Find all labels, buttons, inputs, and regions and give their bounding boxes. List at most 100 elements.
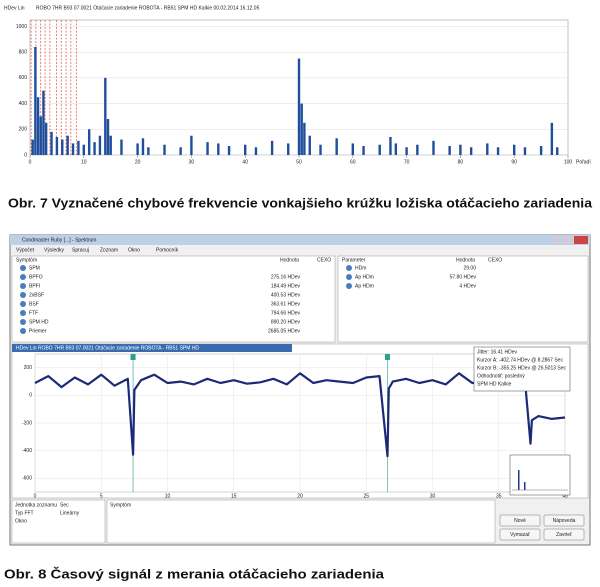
spectrum-bar [71,143,75,155]
menu-item[interactable]: Zoznam [100,247,118,253]
row-value: 57.80 HDev [450,274,477,280]
spectrum-bar [432,140,435,155]
row-icon [20,274,26,280]
setting-label: Jednotka zoznamu [15,502,57,508]
spectrum-bar [93,142,96,155]
spectrum-bar [163,144,166,155]
spectrum-bar [308,135,311,155]
row-label[interactable]: BPFI [29,283,40,289]
x-tick-label: 20 [135,159,141,165]
menu-item[interactable]: Okno [128,247,140,253]
spectrum-bar [190,135,193,155]
row-icon [20,310,26,316]
x-tick-label: 50 [296,159,302,165]
cursor-handle[interactable] [130,354,136,360]
spectrum-bar [416,144,419,155]
y-tick-label: 0 [24,152,27,158]
row-label[interactable]: Priemer [29,328,47,334]
spectrum-bar [55,137,59,155]
info-line: Jitter: 16.41 HDev [477,349,518,355]
x-unit: Pořadí [576,159,591,165]
spectrum-bar [87,129,91,155]
button[interactable] [543,514,585,527]
spectrum-bar [556,147,559,155]
x-tick-label: 100 [564,159,573,165]
right-panel [337,255,589,343]
row-icon [346,274,352,280]
spectrum-bar [287,143,290,155]
spectrum-bar [300,103,303,155]
row-value: 400.53 HDev [271,292,301,298]
button-label[interactable]: Nápoveda [553,518,576,524]
menu-item[interactable]: Výpočet [16,247,35,253]
spectrum-bar [539,146,543,155]
row-label[interactable]: BSF [29,301,39,307]
row-label[interactable]: Ap HDm [355,274,374,280]
button-label[interactable]: Vymazať [510,532,530,538]
window-title: Condmaster Ruby [...] - Spektrum [22,237,96,243]
setting-label: Typ FFT [15,510,34,516]
signal-header-bar [12,344,292,352]
row-label[interactable]: HDm [355,265,366,271]
x-tick-label: 10 [81,159,87,165]
spectrum-bar [179,147,182,155]
min-button[interactable] [552,236,562,244]
symptom-label: Symptóm [110,502,131,508]
button[interactable] [543,528,585,541]
title-bar [10,235,590,245]
x-tick-label: 25 [363,493,369,499]
max-button[interactable] [563,236,573,244]
y-tick-label: 400 [19,101,28,107]
row-value: 4 HDev [459,283,476,289]
button-label[interactable]: Zavrieť [556,532,572,538]
button-label[interactable]: Nové [514,518,526,524]
x-tick-label: 0 [29,159,32,165]
caption: Obr. 8 Časový signál z merania otáčacieh… [4,566,385,581]
info-lines: Jitter: 16.41 HDev Kurzor A: -402.74 HDev… [477,349,567,387]
column-header: Parameter [342,257,366,263]
x-tick-label: 35 [496,493,502,499]
left-panel [11,255,336,343]
x-tick-label: 0 [34,493,37,499]
cursor-handle[interactable] [384,354,390,360]
column-header: Hodnota [280,257,299,263]
spectrum-bar [104,77,107,155]
row-icon [20,319,26,325]
x-tick-label: 60 [350,159,356,165]
spectrum-bar [217,143,220,155]
spectrum-bar [303,122,306,155]
row-label[interactable]: 2xBSF [29,292,44,298]
spectrum-bar [486,143,489,155]
spectrum-bar [34,47,37,155]
info-line: Kurzor B: -355.25 HDev @ 26.5013 Sec [477,365,567,371]
spectrum-bar [448,146,451,155]
spectrum-bar [98,135,102,155]
menu-item[interactable]: Pomocník [156,247,179,253]
spectrum-bar [106,119,110,155]
info-line: Odhodnotiť: posledný [477,373,525,379]
row-label[interactable]: FTF [29,310,38,316]
spectrum-bar [42,90,45,155]
menu-bar: Výpočet Výsledky Spracuj Zoznam Okno Pomocník [16,247,179,253]
column-header: Hodnota [456,257,475,263]
menu-item[interactable]: Výsledky [44,247,65,253]
figure1-header: ROBO 7HR B93 07.0021 Otáčacie zariadenie… [36,5,260,11]
row-label[interactable]: SPM HD [29,319,49,325]
row-value: 184.49 HDev [271,283,301,289]
spectrum-bar [36,97,40,155]
y-tick-label: -200 [22,420,32,426]
x-tick-label: 10 [165,493,171,499]
x-tick-label: 70 [404,159,410,165]
spectrum-bar [254,147,258,155]
row-label[interactable]: BPFO [29,274,43,280]
x-tick-label: 20 [297,493,303,499]
row-label[interactable]: SPM [29,265,40,271]
row-label[interactable]: Ap HDm [355,283,374,289]
button[interactable] [499,514,541,527]
close-button[interactable] [574,236,588,244]
button[interactable] [499,528,541,541]
spectrum-bar [31,139,34,155]
menu-item[interactable]: Spracuj [72,247,89,253]
spectrum-bar [394,143,398,155]
